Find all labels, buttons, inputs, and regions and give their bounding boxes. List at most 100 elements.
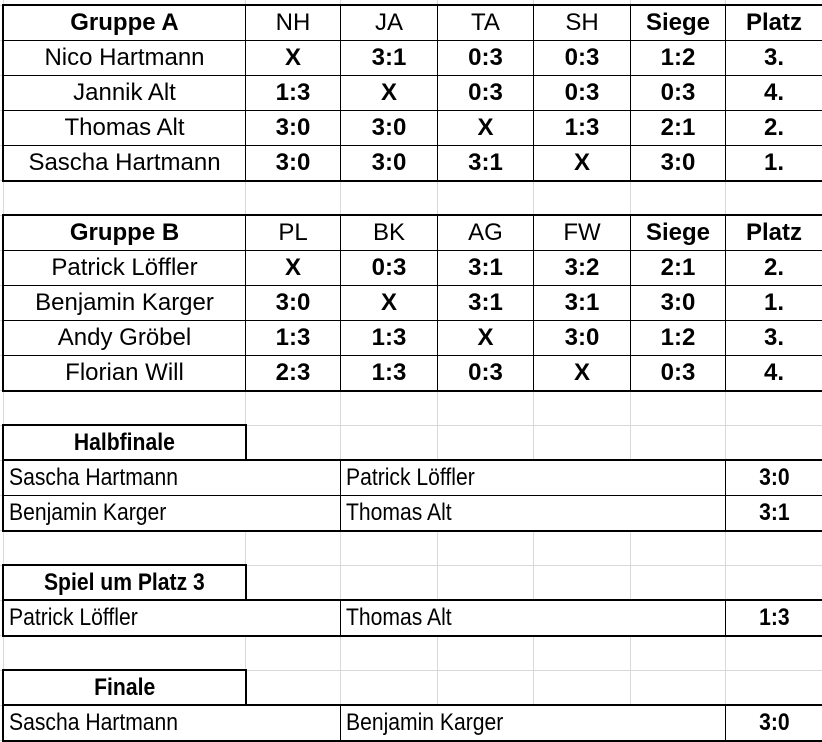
- rank-cell[interactable]: 3.: [725, 320, 822, 356]
- rank-cell[interactable]: 2.: [725, 250, 822, 286]
- match-result[interactable]: 3:1: [533, 285, 631, 321]
- match-result-text: 3:0: [275, 149, 311, 176]
- player-name[interactable]: Florian Will: [3, 355, 246, 391]
- match-result-text: 0:3: [371, 254, 407, 281]
- match-result[interactable]: 0:3: [437, 75, 534, 111]
- match-result[interactable]: 3:0: [533, 320, 631, 356]
- away-player[interactable]: Benjamin Karger: [340, 705, 726, 741]
- away-player[interactable]: Patrick Löffler: [340, 460, 726, 496]
- group-title[interactable]: Gruppe A: [3, 5, 246, 41]
- home-player[interactable]: Sascha Hartmann: [3, 705, 341, 741]
- column-header[interactable]: SH: [533, 5, 631, 41]
- home-player[interactable]: Sascha Hartmann: [3, 460, 341, 496]
- match-result[interactable]: 3:0: [340, 145, 438, 181]
- column-header[interactable]: JA: [340, 5, 438, 41]
- wins-cell[interactable]: 0:3: [630, 355, 726, 391]
- column-header[interactable]: Platz: [725, 215, 822, 251]
- round-title[interactable]: Halbfinale: [3, 425, 246, 461]
- match-result[interactable]: X: [340, 285, 438, 321]
- rank-cell[interactable]: 4.: [725, 355, 822, 391]
- rank-cell-text: 3.: [763, 44, 784, 71]
- match-score-text: 1:3: [758, 604, 790, 631]
- wins-cell-text: 3:0: [660, 289, 696, 316]
- column-header[interactable]: Siege: [630, 215, 726, 251]
- match-result[interactable]: 3:0: [245, 145, 341, 181]
- match-result[interactable]: 3:2: [533, 250, 631, 286]
- column-header[interactable]: NH: [245, 5, 341, 41]
- match-result[interactable]: X: [340, 75, 438, 111]
- match-result[interactable]: 1:3: [245, 320, 341, 356]
- match-result[interactable]: X: [245, 40, 341, 76]
- round-title[interactable]: Spiel um Platz 3: [3, 565, 246, 601]
- column-header[interactable]: AG: [437, 215, 534, 251]
- match-result[interactable]: 1:3: [340, 320, 438, 356]
- match-result[interactable]: 3:0: [340, 110, 438, 146]
- player-name[interactable]: Patrick Löffler: [3, 250, 246, 286]
- match-result-text: 2:3: [275, 359, 311, 386]
- group-title[interactable]: Gruppe B: [3, 215, 246, 251]
- column-header[interactable]: Siege: [630, 5, 726, 41]
- match-result[interactable]: X: [245, 250, 341, 286]
- match-score[interactable]: 3:0: [725, 460, 822, 496]
- match-result[interactable]: 1:3: [533, 110, 631, 146]
- wins-cell-text: 3:0: [660, 149, 696, 176]
- column-header[interactable]: Platz: [725, 5, 822, 41]
- match-result[interactable]: 0:3: [437, 40, 534, 76]
- rank-cell[interactable]: 1.: [725, 145, 822, 181]
- match-result[interactable]: X: [437, 320, 534, 356]
- match-result[interactable]: 0:3: [533, 75, 631, 111]
- match-result[interactable]: 3:0: [245, 285, 341, 321]
- wins-cell[interactable]: 3:0: [630, 285, 726, 321]
- match-result[interactable]: X: [437, 110, 534, 146]
- column-header[interactable]: FW: [533, 215, 631, 251]
- player-name[interactable]: Andy Gröbel: [3, 320, 246, 356]
- player-name[interactable]: Sascha Hartmann: [3, 145, 246, 181]
- match-result[interactable]: 1:3: [340, 355, 438, 391]
- wins-cell[interactable]: 2:1: [630, 110, 726, 146]
- match-score[interactable]: 1:3: [725, 600, 822, 636]
- home-player[interactable]: Benjamin Karger: [3, 495, 341, 531]
- rank-cell[interactable]: 2.: [725, 110, 822, 146]
- match-score[interactable]: 3:1: [725, 495, 822, 531]
- column-header[interactable]: PL: [245, 215, 341, 251]
- wins-cell[interactable]: 1:2: [630, 40, 726, 76]
- round-title[interactable]: Finale: [3, 670, 246, 706]
- wins-cell[interactable]: 2:1: [630, 250, 726, 286]
- match-result[interactable]: 3:1: [340, 40, 438, 76]
- player-name[interactable]: Thomas Alt: [3, 110, 246, 146]
- match-result[interactable]: 3:0: [245, 110, 341, 146]
- match-result[interactable]: 0:3: [340, 250, 438, 286]
- rank-cell[interactable]: 1.: [725, 285, 822, 321]
- column-header[interactable]: TA: [437, 5, 534, 41]
- match-result[interactable]: 0:3: [533, 40, 631, 76]
- match-result[interactable]: X: [533, 355, 631, 391]
- match-result-text: 3:0: [371, 114, 407, 141]
- rank-cell[interactable]: 3.: [725, 40, 822, 76]
- match-result[interactable]: X: [533, 145, 631, 181]
- away-player[interactable]: Thomas Alt: [340, 600, 726, 636]
- away-player[interactable]: Thomas Alt: [340, 495, 726, 531]
- wins-cell[interactable]: 1:2: [630, 320, 726, 356]
- wins-cell[interactable]: 3:0: [630, 145, 726, 181]
- player-name[interactable]: Benjamin Karger: [3, 285, 246, 321]
- match-result[interactable]: 3:1: [437, 285, 534, 321]
- match-result[interactable]: 3:1: [437, 145, 534, 181]
- match-result[interactable]: 0:3: [437, 355, 534, 391]
- away-player-text: Patrick Löffler: [346, 464, 475, 491]
- match-result[interactable]: 3:1: [437, 250, 534, 286]
- player-name[interactable]: Nico Hartmann: [3, 40, 246, 76]
- home-player[interactable]: Patrick Löffler: [3, 600, 341, 636]
- column-header-text: Platz: [745, 9, 802, 36]
- wins-cell[interactable]: 0:3: [630, 75, 726, 111]
- match-result[interactable]: 2:3: [245, 355, 341, 391]
- player-name[interactable]: Jannik Alt: [3, 75, 246, 111]
- home-player-text: Sascha Hartmann: [9, 464, 179, 491]
- match-result-text: X: [284, 254, 301, 281]
- rank-cell[interactable]: 4.: [725, 75, 822, 111]
- column-header[interactable]: BK: [340, 215, 438, 251]
- match-score[interactable]: 3:0: [725, 705, 822, 741]
- match-result-text: 0:3: [564, 44, 600, 71]
- match-result[interactable]: 1:3: [245, 75, 341, 111]
- match-result-text: 1:3: [371, 324, 407, 351]
- column-header-text: AG: [468, 219, 503, 246]
